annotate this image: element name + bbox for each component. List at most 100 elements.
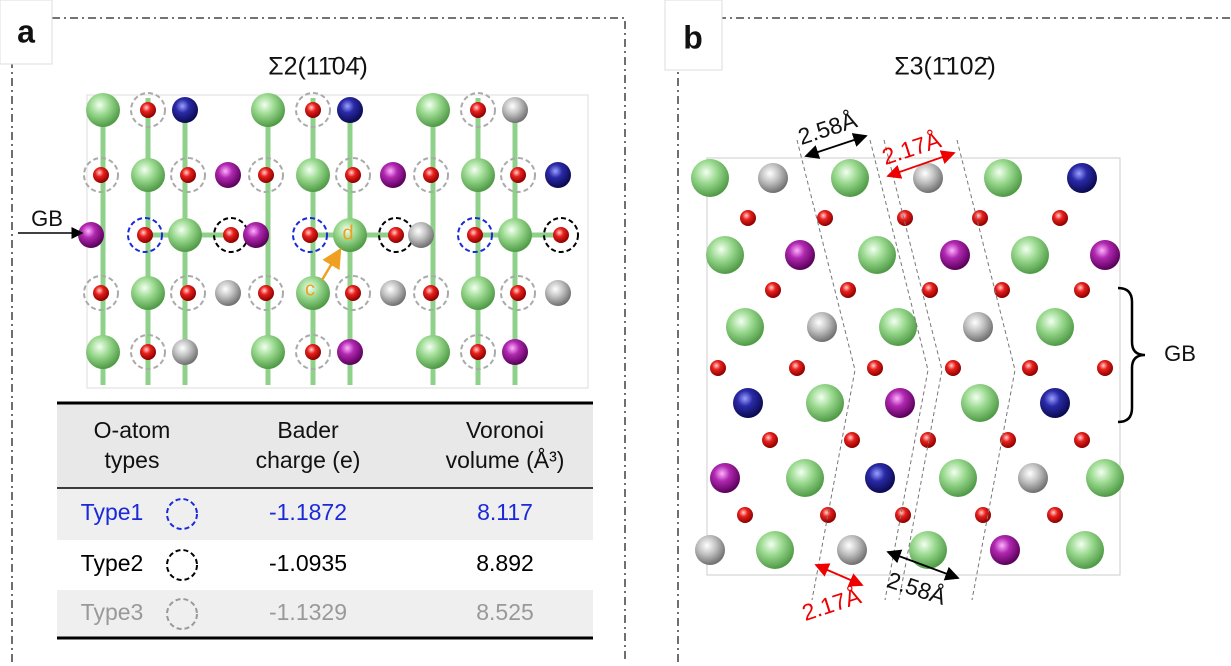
atom xyxy=(1086,459,1124,497)
atom xyxy=(1074,432,1090,448)
table-cell: Type3 xyxy=(81,599,144,625)
atom xyxy=(223,227,239,243)
atom xyxy=(510,285,526,301)
table-header: Voronoi xyxy=(466,417,544,443)
atom xyxy=(710,463,740,493)
atom xyxy=(337,339,363,365)
atom xyxy=(858,236,896,274)
atom xyxy=(939,459,977,497)
atom xyxy=(215,280,241,306)
atom xyxy=(909,531,947,569)
atom xyxy=(756,531,794,569)
atom xyxy=(258,285,274,301)
table-header: O-atom xyxy=(94,417,171,443)
atom xyxy=(913,163,943,193)
atom xyxy=(867,360,883,376)
atom xyxy=(258,167,274,183)
atom xyxy=(865,463,895,493)
atom xyxy=(470,344,486,360)
table-cell: -1.1872 xyxy=(269,499,347,525)
atom xyxy=(408,222,434,248)
atom xyxy=(1090,240,1120,270)
atom xyxy=(86,93,120,127)
atom xyxy=(765,282,781,298)
panel-label: a xyxy=(17,13,35,49)
atom xyxy=(470,102,486,118)
atom xyxy=(467,227,483,243)
atom xyxy=(305,102,321,118)
atom xyxy=(710,360,726,376)
table-header: Bader xyxy=(277,417,339,443)
atom xyxy=(131,158,165,192)
atom xyxy=(251,335,285,369)
atom xyxy=(1011,236,1049,274)
atom xyxy=(93,285,109,301)
atom xyxy=(837,535,867,565)
atom xyxy=(817,210,833,226)
atom xyxy=(1040,388,1070,418)
atom xyxy=(296,158,330,192)
atom xyxy=(691,159,729,197)
atom xyxy=(180,167,196,183)
atom xyxy=(86,335,120,369)
gb-label: GB xyxy=(1164,341,1196,366)
atom xyxy=(345,285,361,301)
atom xyxy=(461,158,495,192)
panel-title: Σ2(11̄04̄) xyxy=(268,53,368,81)
atom xyxy=(844,432,860,448)
table-cell: -1.0935 xyxy=(269,550,347,576)
atom xyxy=(510,167,526,183)
atom xyxy=(990,535,1020,565)
atom xyxy=(1022,360,1038,376)
arrow-label: c xyxy=(305,278,315,300)
atom xyxy=(840,282,856,298)
atom xyxy=(461,276,495,310)
atom xyxy=(502,97,528,123)
atom xyxy=(762,432,778,448)
atom xyxy=(345,167,361,183)
table-cell: 8.117 xyxy=(477,499,533,525)
atom xyxy=(1052,210,1068,226)
atom xyxy=(740,210,756,226)
atom xyxy=(243,222,269,248)
atom xyxy=(380,280,406,306)
table-cell: Type2 xyxy=(81,550,144,576)
atom xyxy=(807,312,837,342)
atom xyxy=(1067,163,1097,193)
table-cell: Type1 xyxy=(81,499,144,525)
atom xyxy=(695,535,725,565)
atom xyxy=(1018,463,1048,493)
table-cell: 8.525 xyxy=(476,599,534,625)
atom xyxy=(137,227,153,243)
atom xyxy=(1047,507,1063,523)
distance-label: 2.17Å xyxy=(798,581,864,625)
table-header: types xyxy=(105,447,160,473)
atom xyxy=(789,360,805,376)
atom xyxy=(545,162,571,188)
atom xyxy=(388,227,404,243)
atom xyxy=(545,280,571,306)
atom xyxy=(758,163,788,193)
gb-label: GB xyxy=(31,206,63,231)
atom xyxy=(78,222,104,248)
distance-label: 2.58Å xyxy=(794,105,860,149)
table-cell: 8.892 xyxy=(476,550,534,576)
figure: a b Σ2(11̄04̄) Σ3(1̄102̄) GB d c O-atomt… xyxy=(0,0,1231,666)
atom xyxy=(940,240,970,270)
atom xyxy=(498,218,532,252)
atom xyxy=(416,335,450,369)
atom xyxy=(831,159,869,197)
atom xyxy=(984,159,1022,197)
atom xyxy=(922,282,938,298)
table-cell: -1.1329 xyxy=(269,599,347,625)
atom xyxy=(1074,282,1090,298)
atom xyxy=(963,312,993,342)
atom xyxy=(726,308,764,346)
atom xyxy=(972,210,988,226)
atom xyxy=(785,240,815,270)
atom xyxy=(131,276,165,310)
atom xyxy=(786,459,824,497)
gb-brace xyxy=(1118,288,1145,422)
atom xyxy=(879,308,917,346)
atom xyxy=(172,97,198,123)
